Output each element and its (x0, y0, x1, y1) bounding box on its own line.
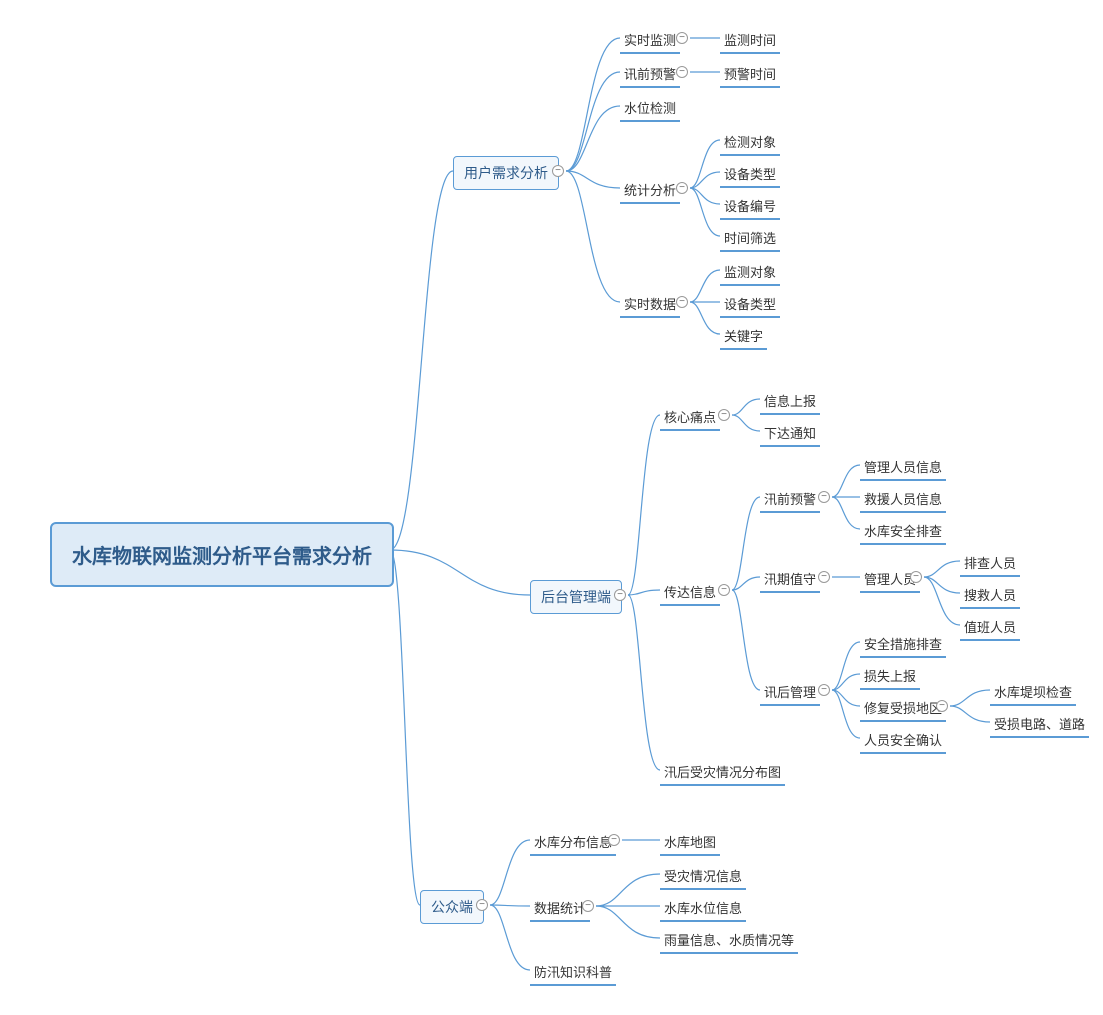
collapse-toggle-icon[interactable]: − (936, 700, 948, 712)
b3-item-1-c2: 雨量信息、水质情况等 (660, 928, 798, 954)
b2-convey-2-c3: 人员安全确认 (860, 728, 946, 754)
collapse-toggle-icon[interactable]: − (910, 571, 922, 583)
b3-item-1: 数据统计 (530, 896, 590, 922)
b2-convey-2-c1: 损失上报 (860, 664, 920, 690)
collapse-toggle-icon[interactable]: − (676, 32, 688, 44)
b2-convey-0: 汛前预警 (760, 487, 820, 513)
b1-item-0-c: 监测时间 (720, 28, 780, 54)
b2-item-0-c0: 信息上报 (760, 389, 820, 415)
collapse-toggle-icon[interactable]: − (676, 182, 688, 194)
b1-item-2: 水位检测 (620, 96, 680, 122)
b2-item-0-c1: 下达通知 (760, 421, 820, 447)
b1-item-3-c1: 设备类型 (720, 162, 780, 188)
collapse-toggle-icon[interactable]: − (818, 684, 830, 696)
b2-convey-2-c2: 修复受损地区 (860, 696, 946, 722)
b1-item-3-c3: 时间筛选 (720, 226, 780, 252)
collapse-toggle-icon[interactable]: − (718, 409, 730, 421)
root-node: 水库物联网监测分析平台需求分析 (50, 522, 394, 587)
b2-convey-1-c0-d1: 搜救人员 (960, 583, 1020, 609)
branch-user-req: 用户需求分析 (453, 156, 559, 190)
b2-convey-2-c2-d0: 水库堤坝检查 (990, 680, 1076, 706)
b1-item-3-c0: 检测对象 (720, 130, 780, 156)
b3-item-1-c1: 水库水位信息 (660, 896, 746, 922)
b1-item-1: 讯前预警 (620, 62, 680, 88)
b3-item-0-c: 水库地图 (660, 830, 720, 856)
b2-convey-0-c1: 救援人员信息 (860, 487, 946, 513)
b2-item-2: 汛后受灾情况分布图 (660, 760, 785, 786)
branch-backend: 后台管理端 (530, 580, 622, 614)
b1-item-1-c: 预警时间 (720, 62, 780, 88)
branch-public: 公众端 (420, 890, 484, 924)
collapse-toggle-icon[interactable]: − (676, 296, 688, 308)
b1-item-3-c2: 设备编号 (720, 194, 780, 220)
collapse-toggle-icon[interactable]: − (608, 834, 620, 846)
b1-item-4-c1: 设备类型 (720, 292, 780, 318)
collapse-toggle-icon[interactable]: − (818, 571, 830, 583)
b1-item-4-c0: 监测对象 (720, 260, 780, 286)
b2-item-0: 核心痛点 (660, 405, 720, 431)
b2-item-1: 传达信息 (660, 580, 720, 606)
collapse-toggle-icon[interactable]: − (552, 165, 564, 177)
collapse-toggle-icon[interactable]: − (818, 491, 830, 503)
b2-convey-2: 讯后管理 (760, 680, 820, 706)
b2-convey-1: 汛期值守 (760, 567, 820, 593)
b1-item-0: 实时监测 (620, 28, 680, 54)
b2-convey-2-c0: 安全措施排查 (860, 632, 946, 658)
b3-item-2: 防汛知识科普 (530, 960, 616, 986)
b2-convey-0-c2: 水库安全排查 (860, 519, 946, 545)
collapse-toggle-icon[interactable]: − (582, 900, 594, 912)
collapse-toggle-icon[interactable]: − (614, 589, 626, 601)
b3-item-1-c0: 受灾情况信息 (660, 864, 746, 890)
b2-convey-1-c0-d0: 排查人员 (960, 551, 1020, 577)
b1-item-4-c2: 关键字 (720, 324, 767, 350)
b1-item-3: 统计分析 (620, 178, 680, 204)
b3-item-0: 水库分布信息 (530, 830, 616, 856)
b2-convey-1-c0-d2: 值班人员 (960, 615, 1020, 641)
b1-item-4: 实时数据 (620, 292, 680, 318)
b2-convey-2-c2-d1: 受损电路、道路 (990, 712, 1089, 738)
collapse-toggle-icon[interactable]: − (676, 66, 688, 78)
collapse-toggle-icon[interactable]: − (718, 584, 730, 596)
b2-convey-0-c0: 管理人员信息 (860, 455, 946, 481)
collapse-toggle-icon[interactable]: − (476, 899, 488, 911)
